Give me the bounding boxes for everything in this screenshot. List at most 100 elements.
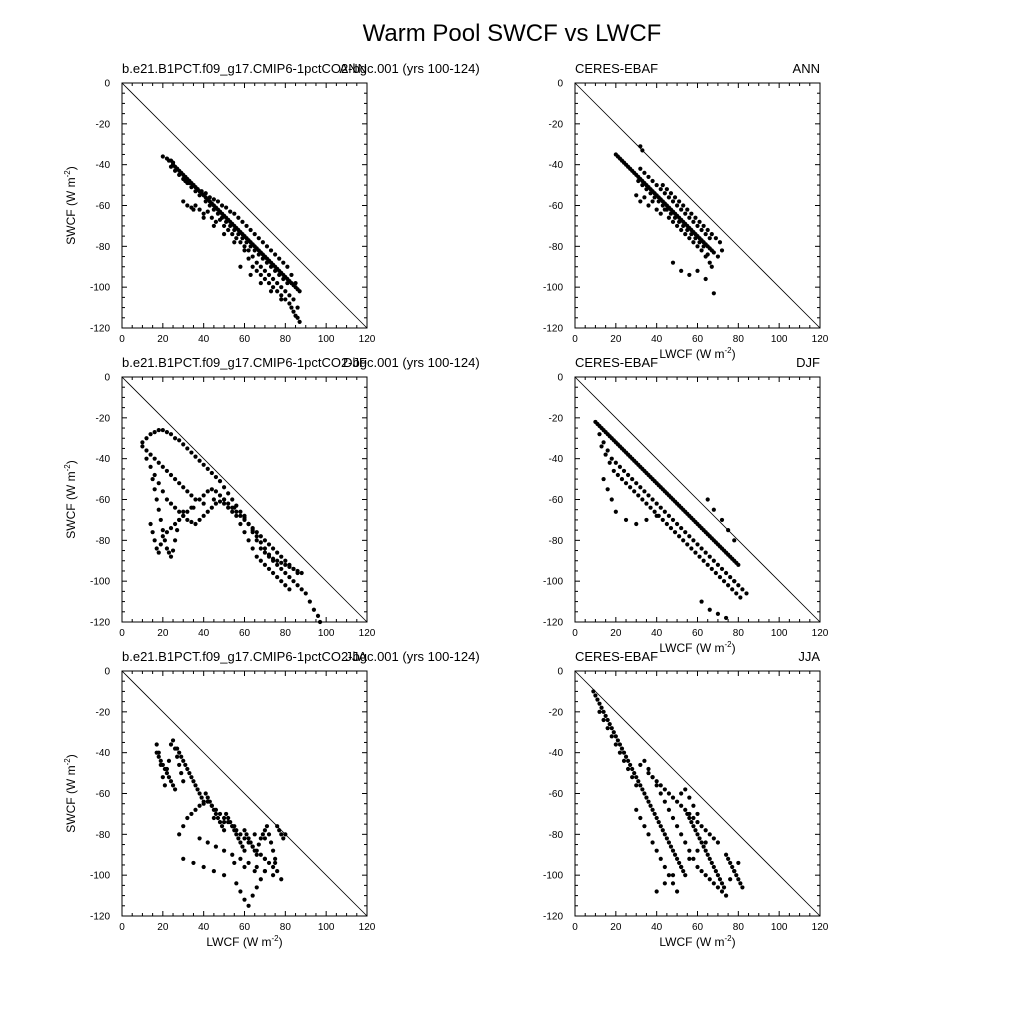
y-tick-label: -20 <box>549 119 564 130</box>
data-point <box>175 754 180 759</box>
data-point <box>687 236 692 241</box>
data-point <box>295 305 300 310</box>
data-point <box>670 517 676 523</box>
data-point <box>232 860 237 866</box>
data-point <box>664 207 669 212</box>
data-point <box>234 513 239 518</box>
data-point <box>736 860 741 866</box>
data-point <box>652 195 657 200</box>
data-point <box>705 497 710 502</box>
data-point <box>228 223 233 229</box>
data-point <box>172 787 178 792</box>
data-point <box>275 289 280 294</box>
data-point <box>717 574 723 580</box>
data-point <box>279 293 284 298</box>
data-point <box>217 499 223 504</box>
x-tick-label: 60 <box>692 628 704 639</box>
data-point <box>197 517 202 523</box>
data-point <box>730 864 735 870</box>
data-point <box>697 219 702 224</box>
data-point <box>164 468 170 474</box>
data-point <box>156 460 161 465</box>
data-point <box>168 501 174 506</box>
data-point <box>246 256 251 261</box>
x-tick-label: 20 <box>610 628 622 639</box>
data-point <box>185 203 190 208</box>
y-axis-title: SWCF (W m-2) <box>63 166 78 244</box>
data-point <box>654 501 659 506</box>
y-tick-label: -40 <box>96 454 111 465</box>
data-point <box>646 174 651 180</box>
data-point <box>281 260 286 265</box>
data-point <box>732 538 737 543</box>
data-point <box>634 783 639 788</box>
data-point <box>638 815 643 821</box>
x-tick-label: 120 <box>359 628 376 639</box>
data-point <box>705 227 710 233</box>
data-point <box>277 828 282 833</box>
data-point <box>279 566 284 572</box>
data-point <box>242 836 247 841</box>
data-point <box>621 750 627 755</box>
data-point <box>234 509 239 514</box>
panel-case-label: CERES-EBAF <box>575 649 658 664</box>
data-point <box>164 430 170 435</box>
data-point <box>264 260 270 265</box>
data-point <box>283 583 288 588</box>
data-point <box>164 530 170 535</box>
data-point <box>152 472 157 478</box>
data-point <box>250 530 255 535</box>
data-point <box>687 534 692 539</box>
data-point <box>150 476 155 482</box>
data-point <box>254 885 259 890</box>
data-point <box>148 521 153 527</box>
x-tick-label: 20 <box>157 922 169 933</box>
x-axis-title: LWCF (W m-2) <box>659 934 735 949</box>
data-point <box>275 550 280 555</box>
data-point <box>670 219 676 224</box>
data-point <box>205 509 210 514</box>
data-point <box>660 182 665 188</box>
data-point <box>719 566 725 572</box>
data-point <box>219 215 225 220</box>
panel-season-label: JJA <box>345 649 367 664</box>
data-point <box>601 440 606 445</box>
data-point <box>287 562 292 567</box>
x-tick-label: 120 <box>359 922 376 933</box>
data-point <box>156 427 161 433</box>
data-point <box>283 562 288 567</box>
data-point <box>250 264 255 269</box>
data-point <box>679 832 684 837</box>
data-point <box>193 783 198 788</box>
data-point <box>593 693 598 698</box>
data-point <box>681 538 686 543</box>
data-point <box>605 717 610 723</box>
data-point <box>156 507 161 512</box>
data-point <box>695 848 700 853</box>
y-tick-label: 0 <box>557 373 563 384</box>
data-point <box>732 579 737 584</box>
data-point <box>172 505 178 510</box>
data-point <box>242 848 247 853</box>
data-point <box>287 574 292 580</box>
y-tick-label: 0 <box>557 667 563 678</box>
data-point <box>738 881 743 886</box>
data-point <box>266 860 272 866</box>
data-point <box>674 203 680 208</box>
y-tick-label: -60 <box>549 789 564 800</box>
data-point <box>621 468 627 474</box>
y-tick-label: -120 <box>543 912 563 923</box>
data-point <box>654 848 659 853</box>
data-point <box>646 799 651 804</box>
data-point <box>266 832 272 837</box>
data-point <box>609 456 614 461</box>
x-tick-label: 20 <box>610 334 622 345</box>
data-point <box>221 848 227 853</box>
data-point <box>664 187 669 192</box>
data-point <box>636 493 641 498</box>
y-tick-label: -60 <box>96 495 111 506</box>
data-point <box>709 860 714 866</box>
data-point <box>679 525 684 531</box>
data-point <box>699 227 704 233</box>
